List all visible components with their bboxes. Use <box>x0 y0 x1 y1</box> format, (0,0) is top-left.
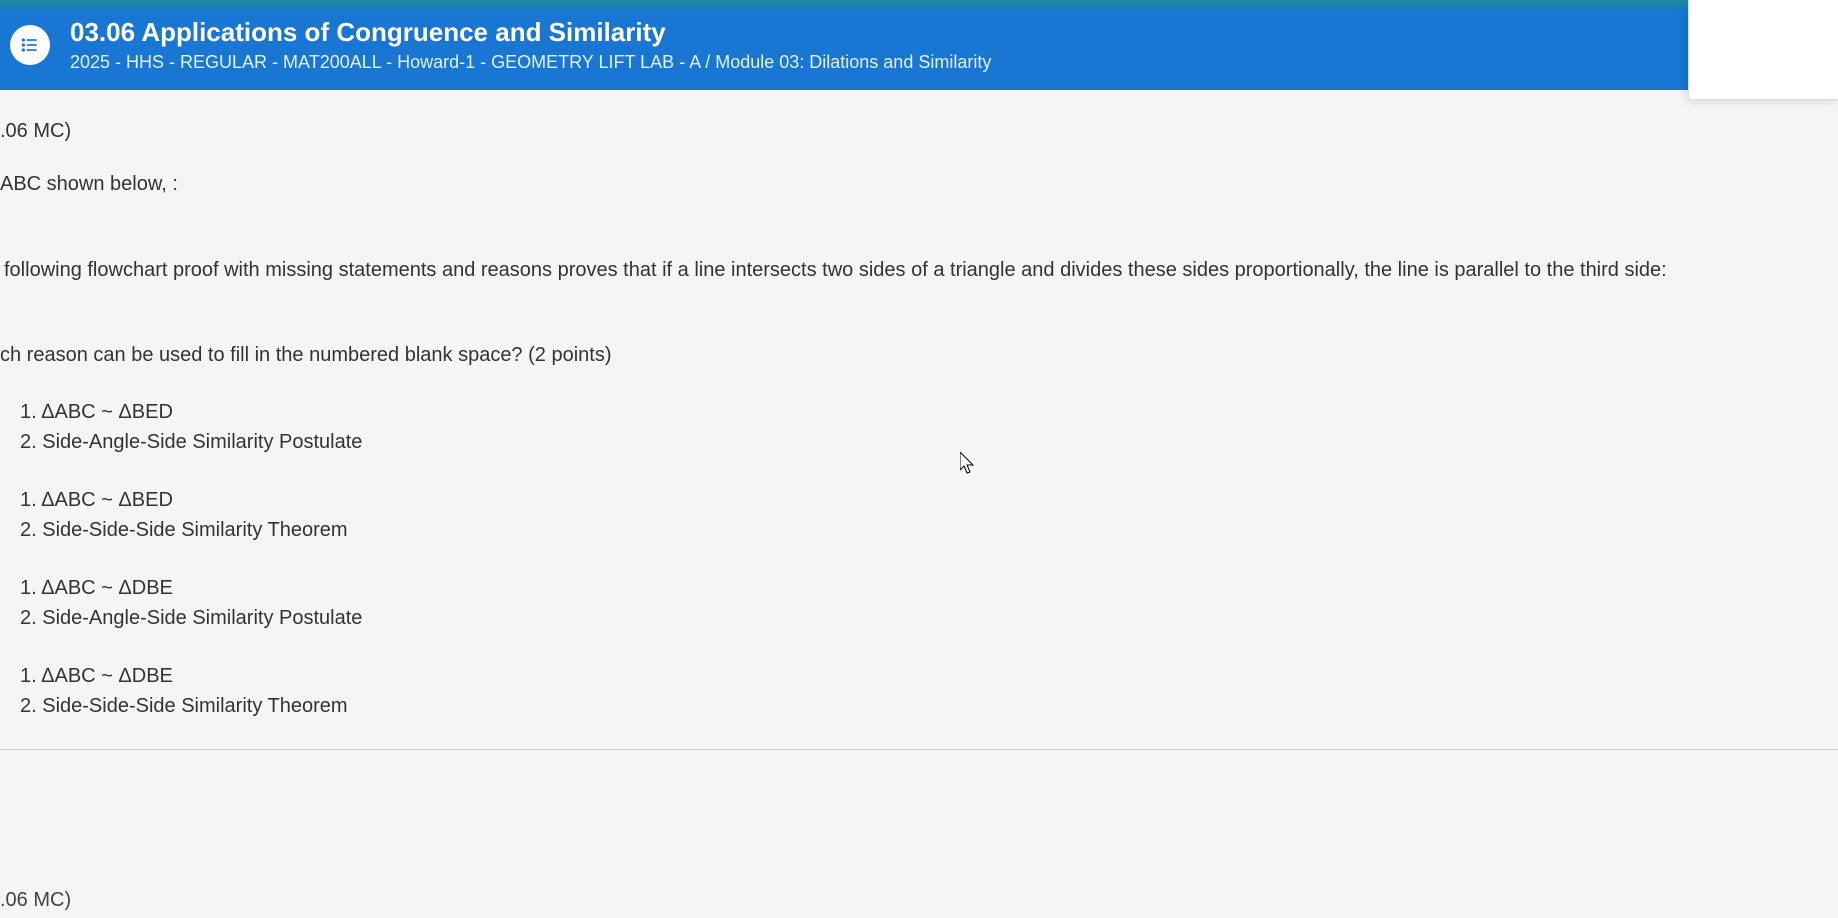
answer-line-2: 2. Side-Angle-Side Similarity Postulate <box>20 603 1838 633</box>
answer-line-2: 2. Side-Side-Side Similarity Theorem <box>20 515 1838 545</box>
answer-option[interactable]: 1. ΔABC ~ ΔDBE 2. Side-Side-Side Similar… <box>20 661 1838 721</box>
answer-line-2: 2. Side-Angle-Side Similarity Postulate <box>20 427 1838 457</box>
page-header: 03.06 Applications of Congruence and Sim… <box>0 0 1838 90</box>
header-list-icon-container[interactable] <box>10 25 50 65</box>
answer-line-1: 1. ΔABC ~ ΔDBE <box>20 661 1838 691</box>
answer-line-1: 1. ΔABC ~ ΔBED <box>20 485 1838 515</box>
answer-option[interactable]: 1. ΔABC ~ ΔBED 2. Side-Angle-Side Simila… <box>20 397 1838 457</box>
answer-line-2: 2. Side-Side-Side Similarity Theorem <box>20 691 1838 721</box>
question-content: .06 MC) ABC shown below, : following flo… <box>0 90 1838 750</box>
breadcrumb: 2025 - HHS - REGULAR - MAT200ALL - Howar… <box>70 52 991 73</box>
answer-line-1: 1. ΔABC ~ ΔDBE <box>20 573 1838 603</box>
answer-option[interactable]: 1. ΔABC ~ ΔDBE 2. Side-Angle-Side Simila… <box>20 573 1838 633</box>
question-id-bottom: .06 MC) <box>0 889 71 912</box>
answer-option[interactable]: 1. ΔABC ~ ΔBED 2. Side-Side-Side Similar… <box>20 485 1838 545</box>
header-text-block: 03.06 Applications of Congruence and Sim… <box>70 17 991 73</box>
question-prompt: ch reason can be used to fill in the num… <box>0 344 1838 367</box>
question-intro: ABC shown below, : <box>0 173 1838 196</box>
question-id-top: .06 MC) <box>0 120 1838 143</box>
question-body: following flowchart proof with missing s… <box>0 256 1838 284</box>
question-divider <box>0 749 1838 750</box>
answer-line-1: 1. ΔABC ~ ΔBED <box>20 397 1838 427</box>
answer-options-list: 1. ΔABC ~ ΔBED 2. Side-Angle-Side Simila… <box>0 397 1838 721</box>
page-title: 03.06 Applications of Congruence and Sim… <box>70 17 991 48</box>
top-right-panel <box>1688 0 1838 100</box>
list-icon <box>20 35 40 55</box>
